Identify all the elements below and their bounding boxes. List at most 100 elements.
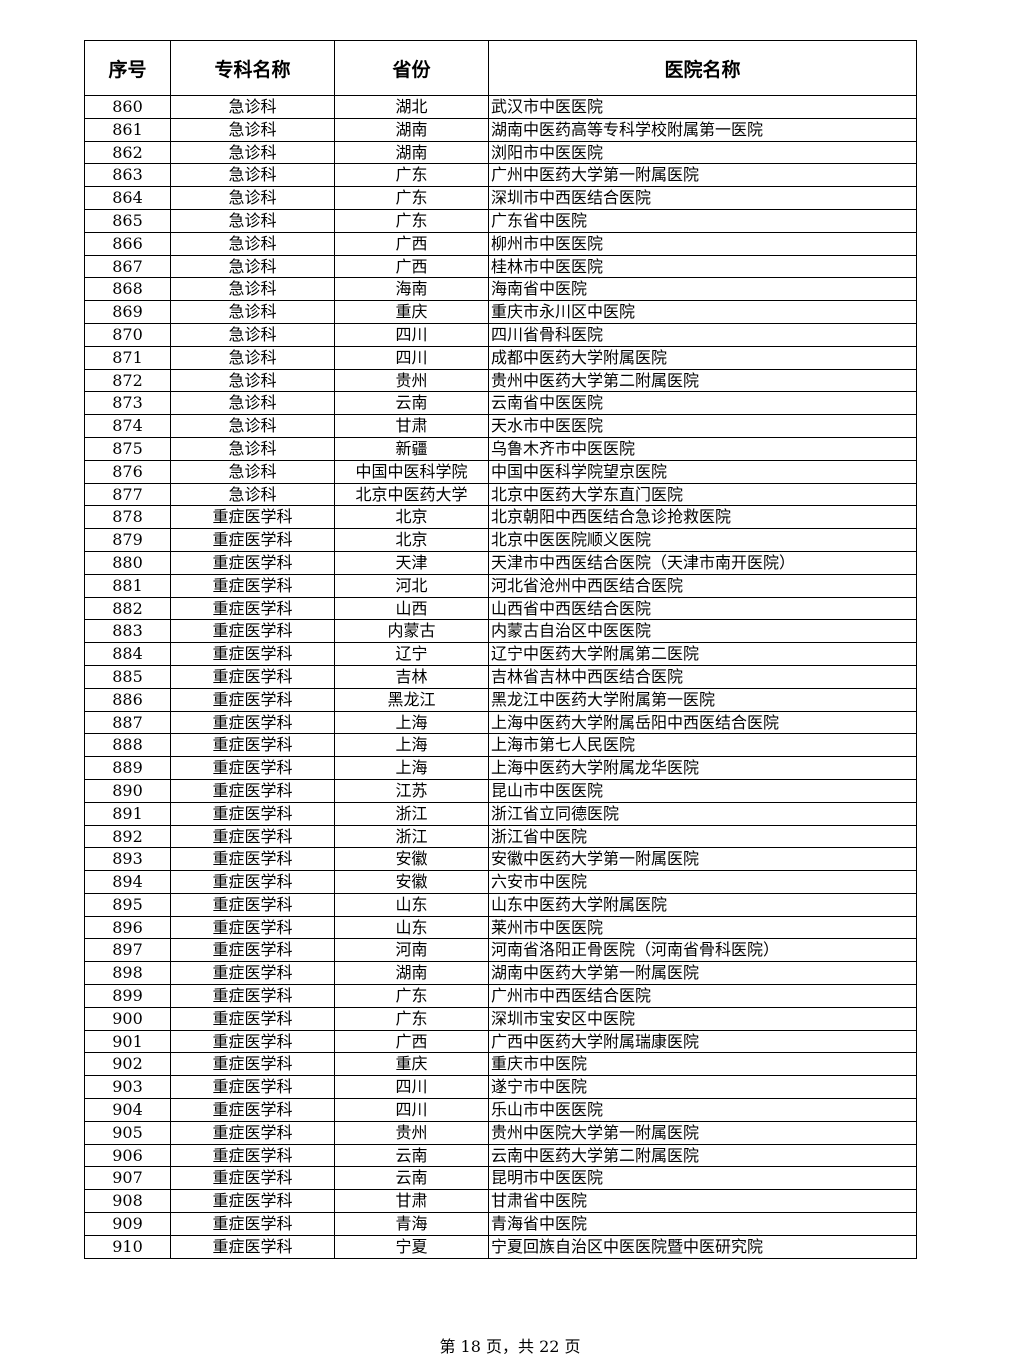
cell-specialty: 急诊科 <box>170 368 335 393</box>
cell-specialty: 重症医学科 <box>170 1143 335 1168</box>
cell-province: 广东 <box>334 163 489 188</box>
cell-hospital: 上海中医药大学附属岳阳中西医结合医院 <box>488 710 917 735</box>
cell-hospital: 广西中医药大学附属瑞康医院 <box>488 1029 917 1054</box>
cell-hospital: 天津市中西医结合医院（天津市南开医院） <box>488 550 917 575</box>
cell-index: 899 <box>84 984 171 1008</box>
cell-specialty: 重症医学科 <box>170 619 335 644</box>
table-row: 860 急诊科 湖北 武汉市中医医院 <box>84 95 917 119</box>
cell-index: 909 <box>84 1212 171 1236</box>
table-row: 890 重症医学科 江苏 昆山市中医医院 <box>84 778 917 803</box>
cell-specialty: 急诊科 <box>170 277 335 302</box>
cell-specialty: 重症医学科 <box>170 642 335 666</box>
cell-province: 贵州 <box>334 368 489 393</box>
cell-province: 贵州 <box>334 1120 489 1145</box>
cell-index: 868 <box>84 277 171 302</box>
cell-hospital: 上海市第七人民医院 <box>488 733 917 758</box>
cell-index: 871 <box>84 345 171 370</box>
cell-hospital: 湖南中医药大学第一附属医院 <box>488 961 917 986</box>
cell-specialty: 重症医学科 <box>170 550 335 575</box>
cell-province: 山东 <box>334 892 489 917</box>
table-row: 879 重症医学科 北京 北京中医医院顺义医院 <box>84 528 917 552</box>
cell-index: 874 <box>84 414 171 438</box>
cell-index: 898 <box>84 961 171 986</box>
cell-province: 甘肃 <box>334 414 489 438</box>
cell-specialty: 急诊科 <box>170 208 335 233</box>
page-number: 第 18 页，共 22 页 <box>439 1337 581 1356</box>
table-row: 885 重症医学科 吉林 吉林省吉林中西医结合医院 <box>84 664 917 689</box>
cell-specialty: 重症医学科 <box>170 733 335 758</box>
cell-index: 897 <box>84 938 171 963</box>
table-row: 871 急诊科 四川 成都中医药大学附属医院 <box>84 345 917 370</box>
cell-hospital: 云南省中医医院 <box>488 391 917 416</box>
cell-province: 重庆 <box>334 1052 489 1077</box>
cell-index: 887 <box>84 710 171 735</box>
cell-province: 上海 <box>334 733 489 758</box>
cell-specialty: 重症医学科 <box>170 1212 335 1236</box>
cell-specialty: 重症医学科 <box>170 824 335 849</box>
cell-index: 889 <box>84 756 171 780</box>
cell-hospital: 柳州市中医医院 <box>488 231 917 256</box>
cell-index: 886 <box>84 687 171 712</box>
cell-province: 辽宁 <box>334 642 489 666</box>
cell-hospital: 山东中医药大学附属医院 <box>488 892 917 917</box>
cell-hospital: 重庆市永川区中医院 <box>488 300 917 324</box>
cell-specialty: 急诊科 <box>170 95 335 119</box>
cell-index: 869 <box>84 300 171 324</box>
cell-index: 860 <box>84 95 171 119</box>
cell-index: 910 <box>84 1234 171 1259</box>
cell-specialty: 重症医学科 <box>170 938 335 963</box>
table-row: 893 重症医学科 安徽 安徽中医药大学第一附属医院 <box>84 847 917 872</box>
cell-province: 四川 <box>334 322 489 347</box>
header-specialty: 专科名称 <box>170 40 335 96</box>
cell-index: 880 <box>84 550 171 575</box>
cell-specialty: 重症医学科 <box>170 596 335 621</box>
cell-province: 宁夏 <box>334 1234 489 1259</box>
cell-province: 浙江 <box>334 824 489 849</box>
cell-index: 894 <box>84 870 171 894</box>
cell-province: 新疆 <box>334 436 489 461</box>
table-header-row: 序号 专科名称 省份 医院名称 <box>84 40 917 96</box>
cell-specialty: 急诊科 <box>170 140 335 165</box>
cell-specialty: 重症医学科 <box>170 870 335 894</box>
cell-hospital: 乐山市中医医院 <box>488 1098 917 1122</box>
header-province: 省份 <box>334 40 489 96</box>
cell-specialty: 重症医学科 <box>170 573 335 598</box>
cell-hospital: 重庆市中医院 <box>488 1052 917 1077</box>
cell-hospital: 安徽中医药大学第一附属医院 <box>488 847 917 872</box>
cell-specialty: 重症医学科 <box>170 892 335 917</box>
cell-province: 吉林 <box>334 664 489 689</box>
table-row: 889 重症医学科 上海 上海中医药大学附属龙华医院 <box>84 756 917 780</box>
cell-province: 湖北 <box>334 95 489 119</box>
cell-index: 908 <box>84 1189 171 1214</box>
table-row: 884 重症医学科 辽宁 辽宁中医药大学附属第二医院 <box>84 642 917 666</box>
cell-index: 878 <box>84 505 171 530</box>
cell-hospital: 上海中医药大学附属龙华医院 <box>488 756 917 780</box>
cell-specialty: 急诊科 <box>170 414 335 438</box>
cell-specialty: 急诊科 <box>170 482 335 507</box>
cell-hospital: 河南省洛阳正骨医院（河南省骨科医院） <box>488 938 917 963</box>
cell-hospital: 昆明市中医医院 <box>488 1166 917 1191</box>
cell-specialty: 重症医学科 <box>170 505 335 530</box>
cell-hospital: 昆山市中医医院 <box>488 778 917 803</box>
cell-specialty: 重症医学科 <box>170 1234 335 1259</box>
cell-index: 906 <box>84 1143 171 1168</box>
cell-hospital: 贵州中医院大学第一附属医院 <box>488 1120 917 1145</box>
cell-hospital: 北京中医医院顺义医院 <box>488 528 917 552</box>
cell-hospital: 贵州中医药大学第二附属医院 <box>488 368 917 393</box>
cell-hospital: 四川省骨科医院 <box>488 322 917 347</box>
table-row: 872 急诊科 贵州 贵州中医药大学第二附属医院 <box>84 368 917 393</box>
cell-index: 888 <box>84 733 171 758</box>
cell-hospital: 中国中医科学院望京医院 <box>488 459 917 484</box>
cell-province: 内蒙古 <box>334 619 489 644</box>
table-row: 863 急诊科 广东 广州中医药大学第一附属医院 <box>84 163 917 188</box>
cell-index: 893 <box>84 847 171 872</box>
cell-province: 甘肃 <box>334 1189 489 1214</box>
cell-hospital: 成都中医药大学附属医院 <box>488 345 917 370</box>
table-row: 866 急诊科 广西 柳州市中医医院 <box>84 231 917 256</box>
cell-hospital: 莱州市中医医院 <box>488 915 917 940</box>
table-row: 901 重症医学科 广西 广西中医药大学附属瑞康医院 <box>84 1029 917 1054</box>
cell-hospital: 辽宁中医药大学附属第二医院 <box>488 642 917 666</box>
cell-hospital: 吉林省吉林中西医结合医院 <box>488 664 917 689</box>
table-row: 878 重症医学科 北京 北京朝阳中西医结合急诊抢救医院 <box>84 505 917 530</box>
table-row: 900 重症医学科 广东 深圳市宝安区中医院 <box>84 1006 917 1031</box>
